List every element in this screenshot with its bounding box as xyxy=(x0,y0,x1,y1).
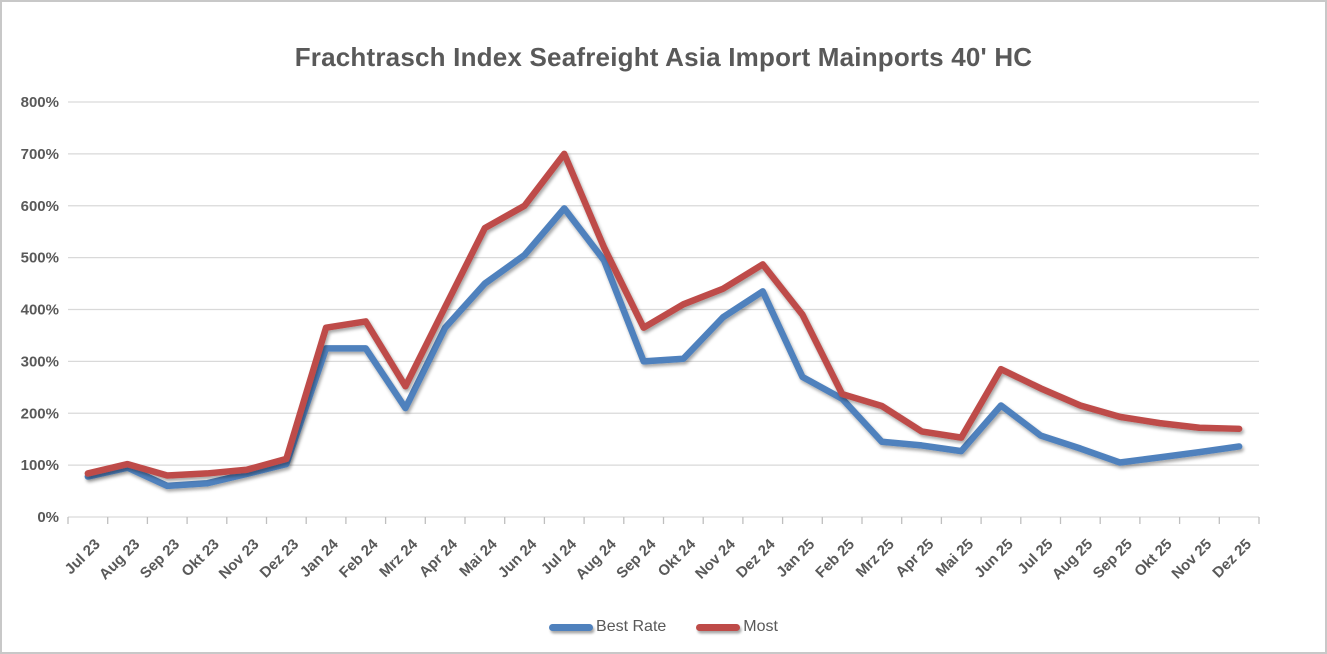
x-axis-tick-label: Apr 24 xyxy=(416,535,461,580)
x-axis-tick-label: Okt 25 xyxy=(1131,536,1175,580)
x-axis-tick-label: Mrz 25 xyxy=(853,536,898,581)
x-axis-tick-label: Dez 25 xyxy=(1209,536,1255,582)
series-line-most xyxy=(84,150,1243,479)
y-axis-tick-label: 300% xyxy=(21,353,59,370)
x-axis-tick-label: Okt 23 xyxy=(178,536,222,580)
x-axis-tick-label: Sep 23 xyxy=(137,536,183,582)
y-axis-tick-label: 100% xyxy=(21,457,59,474)
legend-line-sample-most xyxy=(696,623,741,631)
legend-label-best-rate: Best Rate xyxy=(596,618,667,635)
series-line-best-rate xyxy=(84,205,1243,490)
y-axis-tick-label: 400% xyxy=(21,302,59,319)
x-axis-tick-label: Feb 24 xyxy=(336,535,382,581)
y-axis-tick-label: 0% xyxy=(37,509,59,526)
x-axis-tick-label: Jun 25 xyxy=(971,536,1017,582)
legend-label-most: Most xyxy=(743,618,778,635)
legend-item-most[interactable]: Most xyxy=(696,618,778,636)
x-axis-tick-label: Mai 25 xyxy=(933,536,977,580)
y-axis-tick-label: 500% xyxy=(21,250,59,267)
y-axis-tick-label: 600% xyxy=(21,198,59,215)
x-axis-tick-label: Sep 24 xyxy=(613,535,660,582)
x-axis-tick-label: Dez 24 xyxy=(733,535,779,581)
x-axis-tick-label: Nov 23 xyxy=(216,536,263,583)
x-axis-tick-label: Sep 25 xyxy=(1090,536,1136,582)
chart-title: Frachtrasch Index Seafreight Asia Import… xyxy=(294,42,1033,72)
x-axis-tick-label: Okt 24 xyxy=(655,535,700,580)
legend: Best Rate Most xyxy=(2,618,1325,636)
x-axis-tick-label: Dez 23 xyxy=(257,536,303,582)
x-axis-tick-label: Nov 25 xyxy=(1168,536,1215,583)
x-axis-tick-label: Aug 24 xyxy=(572,535,620,583)
y-axis-tick-label: 700% xyxy=(21,146,59,163)
x-axis-tick-label: Feb 25 xyxy=(812,536,858,582)
x-axis-tick-label: Mrz 24 xyxy=(376,535,421,580)
legend-line-sample-best-rate xyxy=(549,623,594,631)
x-axis-tick-label: Aug 25 xyxy=(1049,536,1096,583)
x-axis-tick-label: Mai 24 xyxy=(456,535,501,580)
legend-item-best-rate[interactable]: Best Rate xyxy=(549,618,666,636)
x-axis-tick-label: Nov 24 xyxy=(692,535,739,582)
x-axis-tick-label: Jun 24 xyxy=(495,535,541,581)
x-axis-tick-label: Aug 23 xyxy=(96,536,143,583)
x-axis-tick-label: Apr 25 xyxy=(892,536,937,581)
y-axis-tick-label: 200% xyxy=(21,405,59,422)
x-axis-tick-label: Jan 25 xyxy=(773,536,818,581)
y-axis-tick-label: 800% xyxy=(21,94,59,111)
x-axis-tick-label: Jan 24 xyxy=(297,535,343,581)
